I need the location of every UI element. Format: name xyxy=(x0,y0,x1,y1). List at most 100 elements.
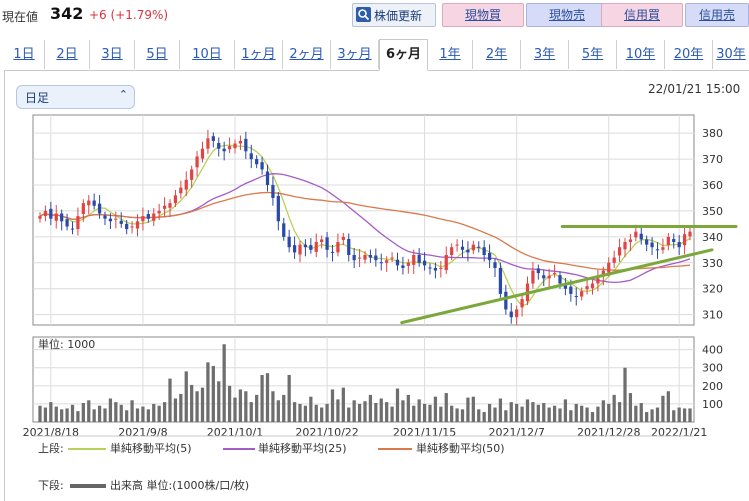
volume-bar xyxy=(531,402,535,422)
volume-bar xyxy=(135,408,140,422)
volume-bar xyxy=(661,395,665,422)
tab-3y[interactable]: 3年 xyxy=(521,40,569,69)
margin-sell-button[interactable]: 信用売 xyxy=(685,3,749,27)
candle-body xyxy=(547,275,551,279)
candle-body xyxy=(347,238,351,255)
price-tick-label: 380 xyxy=(702,127,723,140)
chart-timestamp: 22/01/21 15:00 xyxy=(648,82,741,96)
volume-bar xyxy=(244,391,248,422)
tab-1d[interactable]: 1日 xyxy=(4,40,45,69)
volume-bar xyxy=(60,409,64,422)
volume-bar xyxy=(482,412,486,422)
volume-bar xyxy=(125,410,129,422)
candle-body xyxy=(184,179,188,190)
candle-body xyxy=(466,249,470,253)
candle-body xyxy=(401,265,405,268)
volume-bar xyxy=(428,404,432,422)
tab-6m[interactable]: 6ヶ月 xyxy=(379,39,428,71)
interval-select[interactable]: 日足 ⌃ xyxy=(16,85,135,109)
volume-bar xyxy=(596,406,600,422)
margin-buy-button[interactable]: 信用買 xyxy=(601,3,683,27)
tab-2m[interactable]: 2ヶ月 xyxy=(283,40,331,69)
candle-body xyxy=(569,286,573,294)
candle-body xyxy=(628,239,633,243)
volume-bar xyxy=(374,403,378,422)
volume-bar xyxy=(487,403,492,422)
tab-2d[interactable]: 2日 xyxy=(45,40,90,69)
tab-1m[interactable]: 1ヶ月 xyxy=(235,40,283,69)
price-tick-label: 360 xyxy=(702,179,723,192)
volume-tick-label: 300 xyxy=(702,362,723,375)
volume-bar xyxy=(97,405,102,422)
volume-bar xyxy=(276,400,280,422)
volume-bar xyxy=(515,403,519,422)
candle-body xyxy=(666,236,670,246)
volume-bar xyxy=(666,391,670,422)
volume-bar xyxy=(325,403,329,422)
candle-body xyxy=(504,291,508,310)
date-tick-label: 2021/11/15 xyxy=(393,426,456,439)
volume-bar xyxy=(81,403,85,422)
cash-buy-button[interactable]: 現物買 xyxy=(442,3,524,27)
candle-body xyxy=(271,185,275,198)
candle-body xyxy=(672,238,676,243)
volume-bar xyxy=(173,398,178,422)
refresh-price-button[interactable]: 株価更新 xyxy=(352,3,436,27)
candle-body xyxy=(282,223,286,237)
current-price-value: 342 xyxy=(50,4,84,23)
tab-10d[interactable]: 10日 xyxy=(180,40,235,69)
tab-2y[interactable]: 2年 xyxy=(473,40,521,69)
volume-bar xyxy=(200,387,205,422)
candle-body xyxy=(222,148,226,152)
candle-body xyxy=(314,242,318,252)
candle-body xyxy=(455,244,459,246)
candle-body xyxy=(395,259,400,266)
date-tick-label: 2021/12/28 xyxy=(577,426,640,439)
candle-body xyxy=(309,245,313,250)
tab-3d[interactable]: 3日 xyxy=(90,40,135,69)
price-header: 現在値 342 +6 (+1.79%) 株価更新 現物買 現物売 信用買 信用売 xyxy=(0,0,749,32)
volume-bar xyxy=(265,373,270,422)
candle-body xyxy=(428,267,432,269)
candle-body xyxy=(509,311,513,318)
candle-body xyxy=(531,270,535,284)
candle-body xyxy=(244,138,248,152)
tab-5d[interactable]: 5日 xyxy=(135,40,180,69)
volume-bar xyxy=(157,405,161,422)
volume-bar xyxy=(639,403,643,422)
volume-bar xyxy=(217,381,221,422)
volume-bar xyxy=(363,401,367,422)
volume-bar xyxy=(341,387,345,422)
candle-body xyxy=(173,195,178,204)
candle-body xyxy=(211,136,215,141)
candle-body xyxy=(65,219,69,227)
tab-1y[interactable]: 1年 xyxy=(428,40,473,69)
volume-bar xyxy=(249,402,253,422)
candle-body xyxy=(661,247,665,250)
volume-bar xyxy=(623,367,627,422)
tab-5y[interactable]: 5年 xyxy=(569,40,617,69)
candle-body xyxy=(542,275,546,279)
tab-3m[interactable]: 3ヶ月 xyxy=(331,40,379,69)
volume-bar xyxy=(298,403,302,422)
volume-bar xyxy=(49,402,53,422)
candle-body xyxy=(60,213,64,222)
volume-bar xyxy=(547,407,551,422)
candle-body xyxy=(206,138,210,149)
candle-body xyxy=(249,153,253,160)
price-plot-frame xyxy=(32,114,695,326)
candle-body xyxy=(433,267,438,271)
volume-bar xyxy=(493,407,497,422)
tab-10y[interactable]: 10年 xyxy=(617,40,665,69)
candle-body xyxy=(536,268,540,274)
candle-body xyxy=(260,162,264,170)
tab-30y[interactable]: 30年 xyxy=(716,47,746,62)
volume-bar xyxy=(645,412,649,422)
candle-body xyxy=(677,242,681,248)
volume-bar xyxy=(498,398,503,422)
candle-body xyxy=(70,228,75,230)
tab-20y[interactable]: 20年 xyxy=(665,40,713,69)
candle-body xyxy=(417,255,421,263)
volume-bar xyxy=(70,404,75,422)
